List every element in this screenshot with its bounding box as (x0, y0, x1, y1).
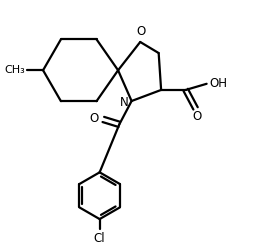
Text: Cl: Cl (94, 232, 106, 245)
Text: OH: OH (209, 77, 227, 90)
Text: O: O (90, 112, 99, 125)
Text: N: N (120, 96, 129, 109)
Text: O: O (137, 24, 146, 38)
Text: CH₃: CH₃ (4, 64, 25, 74)
Text: O: O (192, 110, 201, 123)
